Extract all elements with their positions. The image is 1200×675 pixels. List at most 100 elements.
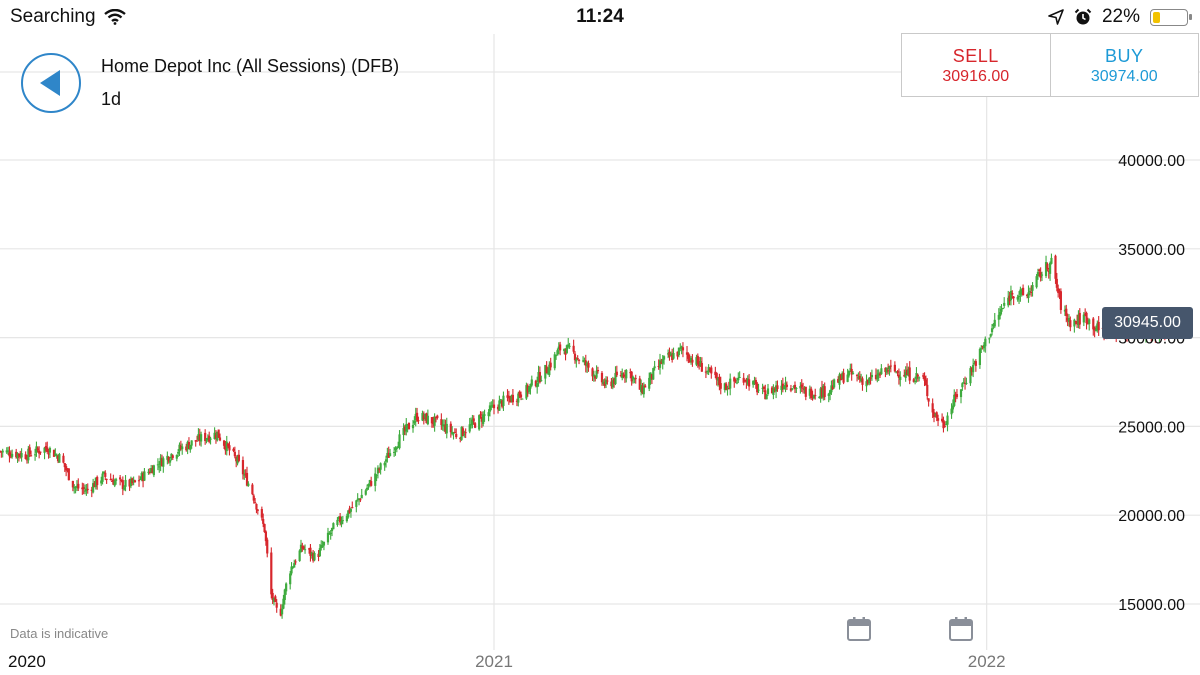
candle-body: [237, 454, 241, 461]
candle-body: [811, 396, 814, 399]
calendar-icon[interactable]: [948, 616, 974, 642]
candle-body: [870, 374, 874, 378]
candle-body: [143, 471, 146, 481]
candle-body: [563, 349, 566, 352]
candle-body: [121, 480, 124, 490]
candle-body: [916, 374, 919, 377]
candle-body: [625, 370, 628, 379]
candle-body: [374, 473, 377, 486]
candle-body: [468, 424, 471, 432]
candle-body: [818, 396, 821, 398]
candle-body: [833, 379, 836, 388]
candle-body: [576, 358, 579, 360]
candle-body: [548, 364, 551, 376]
candle-body: [326, 532, 330, 543]
candle-body: [595, 370, 598, 378]
candle-body: [980, 348, 983, 350]
candle-body: [509, 397, 512, 403]
candle-body: [545, 366, 548, 374]
candle-body: [951, 405, 955, 410]
sell-label: SELL: [952, 46, 999, 66]
candle-body: [453, 432, 456, 434]
back-button[interactable]: [21, 53, 81, 113]
candle-body: [737, 377, 740, 381]
candle-body: [77, 483, 80, 489]
candle-body: [395, 447, 398, 449]
candle-body: [28, 447, 31, 455]
candle-body: [200, 434, 203, 442]
candle-body: [85, 488, 88, 492]
back-arrow-icon: [40, 70, 60, 96]
sell-button[interactable]: SELL 30916.00: [902, 34, 1050, 96]
candle-body: [661, 359, 664, 364]
candle-body: [19, 453, 22, 458]
candle-body: [405, 424, 408, 432]
candle-body: [243, 474, 246, 476]
candle-body: [630, 371, 633, 382]
candle-body: [764, 390, 767, 400]
candle-body: [789, 388, 793, 391]
candle-body: [803, 388, 806, 391]
candle-body: [244, 473, 247, 475]
candle-body: [442, 424, 446, 427]
candle-body: [754, 379, 757, 385]
timeframe-label[interactable]: 1d: [101, 89, 122, 109]
candle-body: [151, 468, 154, 474]
candle-body: [762, 386, 766, 389]
candle-body: [719, 383, 722, 389]
candle-body: [260, 509, 263, 518]
candle-body: [252, 495, 255, 501]
candle-body: [15, 451, 18, 458]
candle-body: [271, 592, 274, 601]
candle-body: [124, 479, 127, 487]
candle-body: [1001, 308, 1004, 310]
candle-body: [179, 445, 182, 449]
candle-body: [923, 376, 926, 381]
candle-body: [360, 494, 363, 499]
candle-body: [366, 487, 369, 490]
candle-body: [187, 442, 191, 449]
candle-body: [479, 414, 482, 416]
candle-body: [38, 450, 41, 454]
candle-body: [313, 552, 316, 561]
candle-body: [502, 395, 505, 406]
candle-body: [1039, 272, 1042, 278]
candle-body: [266, 539, 269, 554]
candle-body: [432, 422, 435, 425]
candle-body: [1086, 321, 1089, 325]
buy-button[interactable]: BUY 30974.00: [1049, 34, 1199, 96]
candle-body: [368, 480, 371, 484]
calendar-icon[interactable]: [846, 616, 872, 642]
candle-body: [757, 389, 760, 391]
candle-body: [307, 548, 311, 550]
candle-body: [54, 453, 57, 456]
candle-body: [519, 394, 523, 398]
candle-body: [918, 377, 921, 379]
candle-body: [554, 355, 558, 357]
candle-body: [147, 471, 150, 473]
candle-body: [600, 372, 604, 383]
candle-body: [402, 427, 405, 435]
candle-body: [63, 463, 66, 468]
candle-body: [233, 451, 236, 457]
candle-body: [603, 382, 606, 387]
candle-body: [94, 477, 97, 488]
candle-body: [631, 376, 635, 380]
candle-body: [935, 412, 938, 418]
candle-body: [677, 347, 681, 356]
candle-body: [799, 385, 802, 389]
candle-body: [370, 481, 373, 486]
candle-body: [822, 385, 825, 398]
candle-body: [148, 471, 151, 474]
candle-body: [1059, 291, 1062, 310]
candle-body: [82, 487, 85, 490]
candle-body: [510, 395, 513, 401]
candle-body: [734, 380, 737, 382]
candle-body: [1093, 327, 1096, 331]
candle-body: [963, 383, 967, 385]
candle-body: [461, 428, 465, 436]
candle-body: [800, 384, 803, 387]
candle-body: [696, 355, 699, 364]
candle-body: [629, 372, 632, 374]
